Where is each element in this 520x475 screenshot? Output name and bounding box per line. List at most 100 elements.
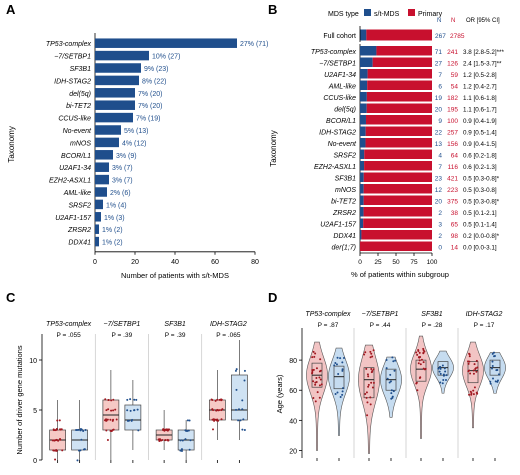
category-label: −7/SETBP1 [54,54,91,61]
data-point [126,419,129,422]
bar-primary [372,57,432,67]
legend-swatch-primary [408,9,415,16]
data-point [237,419,240,422]
data-point [51,439,54,442]
bar-value-label: 1% (2) [102,240,123,247]
data-point [472,369,475,372]
odds-ratio: 0.9 [0.4-1.9] [463,118,497,125]
data-point [441,364,444,367]
category-label: U2AF1-34 [59,165,91,172]
data-point [52,449,55,452]
data-point [437,367,440,370]
data-point [423,350,426,353]
data-point [315,367,318,370]
group-title: −7/SETBP1 [103,321,140,328]
x-axis-title: Number of patients with s/t-MDS [121,271,229,280]
category-label: −7/SETBP1 [319,60,356,67]
data-point [312,380,315,383]
n-st: 19 [435,95,443,102]
data-point [419,363,422,366]
data-point [318,384,321,387]
cohort-n2: 2785 [450,33,465,40]
data-point [442,379,445,382]
data-point [341,369,344,372]
col-header-n1: N [437,18,441,24]
bar-value-label: 10% (27) [152,54,180,61]
data-point [475,359,478,362]
x-tick-label: 40 [171,259,179,266]
data-point [214,399,217,402]
data-point [390,392,393,395]
data-point [179,439,182,442]
n-primary: 241 [447,49,458,56]
box [124,404,142,431]
data-point [54,458,57,461]
n-st: 20 [435,198,443,205]
n-st: 27 [435,60,443,67]
bar [95,137,119,148]
category-label: bi-TET2 [66,103,91,110]
n-st: 0 [438,244,442,251]
category-label: IDH-STAG2 [319,129,356,136]
violin [328,347,350,436]
y-tick-label: 10 [29,358,37,365]
data-point [167,428,170,431]
bar-value-label: 5% (13) [124,128,149,135]
bar-primary [363,207,432,217]
data-point [334,393,337,396]
y-tick-label: 40 [289,418,297,425]
y-axis-title: Number of driver gene mutations [15,345,24,454]
bar-st [360,172,364,182]
data-point [82,429,85,432]
data-point [60,428,63,431]
data-point [75,429,78,432]
bar-st [360,46,377,56]
x-tick-label: 75 [410,259,418,266]
panel-d: D 20 40 60 80 Age (years) TP53-complex P = .87 −… [268,290,506,461]
category-label: SF3B1 [70,66,92,73]
category-label: SF3B1 [335,175,357,182]
bar-primary [360,241,432,251]
data-point [442,373,445,376]
n-primary: 59 [451,72,459,79]
bar [95,100,135,110]
odds-ratio: 0.5 [0.3-0.8]* [463,198,500,205]
bar [95,63,141,73]
category-label: EZH2-ASXL1 [49,178,91,185]
category-label: mNOS [335,187,356,194]
x-tick-label: 25 [374,259,382,266]
data-point [80,438,83,441]
data-point [314,381,317,384]
data-point [366,373,369,376]
data-point [341,368,344,371]
category-label: AML-like [63,190,91,197]
data-point [114,408,117,411]
data-point [319,369,322,372]
n-st: 13 [435,141,443,148]
data-point [218,398,221,401]
data-point [241,399,244,402]
bar-primary [361,230,432,240]
data-point [106,439,109,442]
data-point [468,355,471,358]
n-primary: 64 [451,152,459,159]
data-point [180,448,183,451]
data-point [188,419,191,422]
data-point [365,396,368,399]
data-point [311,356,314,359]
bar-st [360,80,368,90]
data-point [369,396,372,399]
data-point [439,367,442,370]
data-point [341,393,344,396]
category-label: SRSF2 [333,152,356,159]
violin [484,352,506,394]
data-point [234,369,237,372]
data-point [333,364,336,367]
legend-label-primary: Primary [418,11,443,18]
data-point [133,398,136,401]
data-point [54,429,57,432]
data-point [136,408,139,411]
data-point [318,396,321,399]
data-point [423,368,426,371]
category-label: BCOR/L1 [326,118,356,125]
